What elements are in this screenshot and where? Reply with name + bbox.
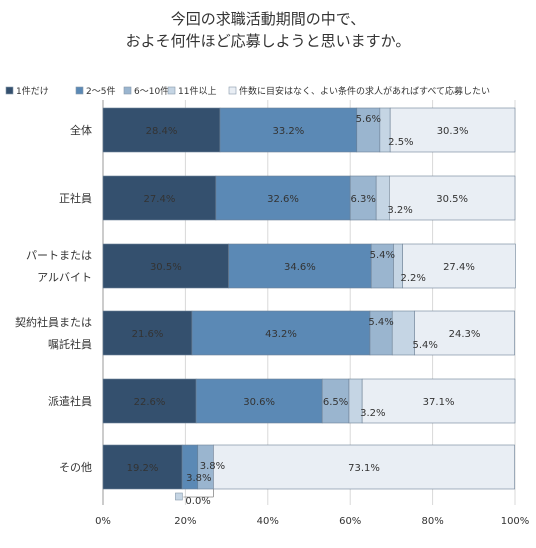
bar-segment bbox=[191, 310, 371, 356]
value-label: 34.6% bbox=[284, 262, 316, 273]
bar-segment bbox=[102, 175, 217, 221]
chart-title-line: およそ何件ほど応募しようと思いますか。 bbox=[126, 32, 411, 50]
legend-entry: 件数に目安はなく、よい条件の求人があればすべて応募したい bbox=[239, 85, 490, 97]
value-label: 6.3% bbox=[350, 194, 375, 205]
value-label: 32.6% bbox=[267, 194, 299, 205]
bar-segment bbox=[402, 243, 516, 289]
x-tick-label: 100% bbox=[501, 516, 530, 527]
value-label: 5.6% bbox=[356, 114, 381, 125]
value-label: 3.8% bbox=[186, 473, 211, 484]
value-label: 2.5% bbox=[388, 137, 413, 148]
bar-segment bbox=[215, 175, 351, 221]
value-label: 24.3% bbox=[449, 329, 481, 340]
value-label: 30.5% bbox=[436, 194, 468, 205]
bar-segment bbox=[102, 444, 183, 490]
bar-segment bbox=[391, 310, 415, 356]
value-label: 22.6% bbox=[134, 397, 166, 408]
x-tick-label: 60% bbox=[339, 516, 361, 527]
bar-segment bbox=[228, 243, 372, 289]
value-label: 3.2% bbox=[360, 408, 385, 419]
legend: 1件だけ 2～5件 6～10件 11件以上 件数に目安はなく、よい条件の求人があればすべ… bbox=[5, 85, 490, 97]
legend-entry: 2～5件 bbox=[86, 85, 115, 97]
x-tick-label: 80% bbox=[421, 516, 443, 527]
legend-entry: 6～10件 bbox=[134, 85, 169, 97]
value-label: 30.3% bbox=[437, 126, 469, 137]
value-label: 28.4% bbox=[146, 126, 178, 137]
value-label: 0.0% bbox=[185, 496, 210, 507]
legend-swatch bbox=[5, 86, 14, 95]
bar-segment bbox=[102, 107, 221, 153]
bar-segment bbox=[102, 243, 229, 289]
bar-segment bbox=[389, 175, 516, 221]
x-tick-label: 20% bbox=[174, 516, 196, 527]
chart-title: 今回の求職活動期間の中で、およそ何件ほど応募しようと思いますか。 bbox=[126, 10, 411, 50]
value-label: 6.5% bbox=[323, 397, 348, 408]
legend-swatch bbox=[228, 86, 237, 95]
x-tick-label: 0% bbox=[95, 516, 111, 527]
category-label: パートまたは bbox=[26, 249, 92, 262]
category-label: 派遣社員 bbox=[48, 394, 92, 408]
value-label: 30.6% bbox=[243, 397, 275, 408]
value-label: 5.4% bbox=[370, 250, 395, 261]
value-labels: 28.4% 33.2% 5.6% 2.5% 30.3% 27.4% 32.6% 6.3% 3.2… bbox=[127, 114, 481, 507]
value-label: 73.1% bbox=[348, 463, 380, 474]
bar-segment bbox=[102, 378, 197, 424]
value-label: 43.2% bbox=[265, 329, 297, 340]
value-label: 37.1% bbox=[423, 397, 455, 408]
legend-entry: 11件以上 bbox=[178, 85, 216, 97]
legend-swatch bbox=[167, 86, 176, 95]
value-label: 3.2% bbox=[387, 205, 412, 216]
value-label: 2.2% bbox=[401, 273, 426, 284]
value-label: 19.2% bbox=[127, 463, 159, 474]
zero-value-swatch bbox=[175, 492, 183, 501]
value-label: 3.8% bbox=[200, 461, 225, 472]
x-axis: 0% 20% 40% 60% 80% 100% bbox=[95, 100, 529, 527]
category-label: 正社員 bbox=[59, 191, 92, 205]
bar-segment bbox=[389, 107, 516, 153]
category-label: アルバイト bbox=[37, 271, 92, 284]
value-label: 33.2% bbox=[273, 126, 305, 137]
bar-segment bbox=[414, 310, 515, 356]
value-label: 5.4% bbox=[368, 317, 393, 328]
value-label: 27.4% bbox=[144, 194, 176, 205]
chart-title-line: 今回の求職活動期間の中で、 bbox=[171, 10, 365, 28]
x-tick-label: 40% bbox=[257, 516, 279, 527]
bar-segment bbox=[219, 107, 358, 153]
value-label: 5.4% bbox=[412, 340, 437, 351]
value-label: 21.6% bbox=[132, 329, 164, 340]
bar-segment bbox=[102, 310, 193, 356]
category-label: 嘱託社員 bbox=[48, 337, 92, 351]
bars bbox=[102, 107, 516, 490]
category-label: その他 bbox=[59, 461, 92, 474]
bar-segment bbox=[213, 444, 515, 490]
value-label: 30.5% bbox=[150, 262, 182, 273]
legend-swatch bbox=[75, 86, 84, 95]
category-label: 全体 bbox=[70, 123, 92, 137]
legend-entry: 1件だけ bbox=[16, 85, 49, 97]
value-label: 27.4% bbox=[443, 262, 475, 273]
bar-segment bbox=[361, 378, 516, 424]
legend-swatch bbox=[123, 86, 132, 95]
category-label: 契約社員または bbox=[15, 315, 92, 329]
